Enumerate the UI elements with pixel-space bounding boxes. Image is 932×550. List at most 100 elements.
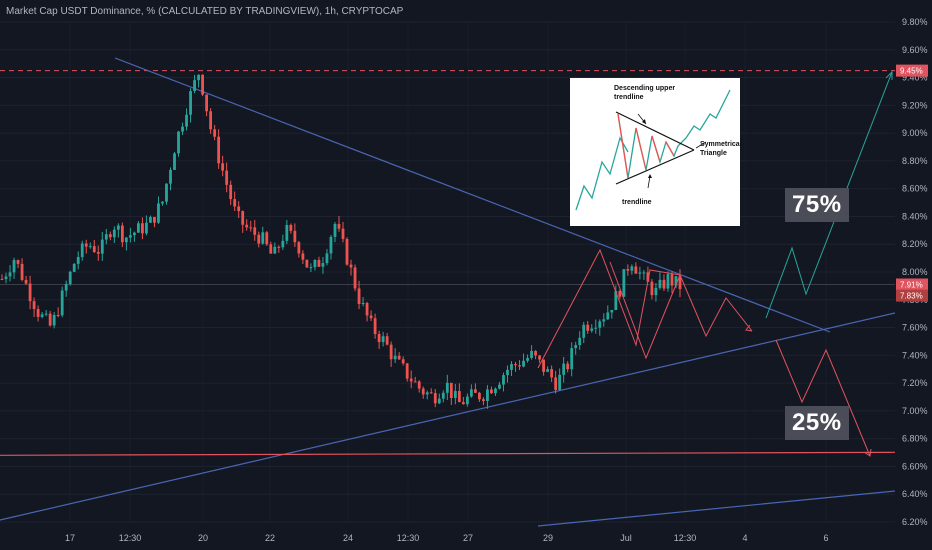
candle-body [36,308,40,317]
x-tick-label: 24 [343,533,353,543]
candle-body [365,302,369,316]
candle-body [112,229,116,238]
candle-body [76,257,80,264]
candle-body [425,392,429,395]
candle-body [465,396,469,405]
x-tick-label: 17 [65,533,75,543]
y-tick-label: 9.00% [902,128,928,138]
candle-body [361,302,365,304]
price-tag-current-down-bg [896,289,928,302]
candle-body [582,324,586,338]
candle-body [321,263,325,267]
price-tags: 9.45% 7.91% 7.83% [896,64,928,302]
candles [0,74,682,409]
candle-body [642,272,646,274]
x-tick-label: 20 [198,533,208,543]
candle-body [229,184,233,200]
candle-body [16,260,20,264]
candle-body [201,74,204,95]
candle-body [225,170,229,185]
candle-body [165,183,168,202]
candle-body [305,259,309,268]
candle-body [309,267,313,269]
candle-body [92,246,96,252]
y-tick-label: 6.60% [902,461,928,471]
candle-body [590,328,594,331]
y-tick-label: 9.60% [902,45,928,55]
candle-body [630,266,634,271]
x-tick-label: 6 [823,533,828,543]
candle-body [461,402,465,405]
candle-body [534,350,537,356]
ascending-trendline [0,312,896,521]
candle-body [48,313,52,326]
candle-body [293,230,297,243]
candle-body [269,244,273,254]
y-tick-label: 9.20% [902,100,928,110]
y-axis: 9.80% 9.60% 9.40% 9.20% 9.00% 8.80% 8.60% 8.40%… [902,17,928,527]
y-tick-label: 8.60% [902,184,928,194]
descending-trendline [114,57,831,333]
y-tick-label: 7.40% [902,350,928,360]
candle-body [478,392,481,400]
inset-label-trendline: trendline [622,199,652,206]
candle-body [52,314,56,326]
x-axis: 17 12:30 20 22 24 12:30 27 29 Jul 12:30 4 6 [65,533,829,543]
x-tick-label: 12:30 [397,533,420,543]
candle-body [566,363,570,370]
candle-body [333,223,337,237]
projection-paths [537,70,893,457]
candle-body [28,283,32,302]
candle-body [405,363,409,379]
candle-body [445,382,449,393]
candle-body [678,276,682,289]
candle-body [526,357,529,361]
trendlines [0,57,896,527]
candle-body [377,333,381,343]
y-tick-label: 7.60% [902,323,928,333]
candle-body [602,319,606,322]
y-tick-label: 8.20% [902,239,928,249]
pattern-zigzag-lower [609,261,681,360]
candle-body [522,360,525,367]
candle-body [417,381,421,389]
candle-body [108,234,112,238]
candle-body [253,227,257,235]
candle-body [60,290,64,316]
down-probability-badge: 25% [785,406,849,440]
candle-body [177,131,180,154]
candle-body [393,355,397,360]
y-tick-label: 6.40% [902,489,928,499]
candle-body [265,232,269,245]
y-tick-label: 8.40% [902,211,928,221]
candle-body [594,327,598,329]
candle-body [506,369,509,376]
candle-body [181,126,184,132]
candle-body [245,224,249,228]
candle-body [586,324,590,331]
candle-body [289,225,293,231]
y-tick-label: 6.80% [902,434,928,444]
candle-body [100,239,104,254]
candle-body [297,242,301,254]
candle-body [574,345,578,349]
candle-body [550,369,554,378]
candle-body [233,199,237,207]
pattern-inset-image: Descending upper trendline Symmetrical T… [570,78,742,226]
y-tick-label: 9.80% [902,17,928,27]
candle-body [530,350,533,358]
candle-body [578,337,582,346]
candle-body [421,388,425,395]
candle-body [137,223,140,233]
candle-body [153,217,156,223]
candle-body [409,378,413,382]
candle-body [433,393,437,404]
candle-body [389,344,393,360]
candle-body [546,369,550,372]
candle-body [385,336,389,345]
candle-body [498,384,501,389]
candle-body [317,259,321,267]
candle-body [149,217,152,223]
candle-body [337,223,341,229]
